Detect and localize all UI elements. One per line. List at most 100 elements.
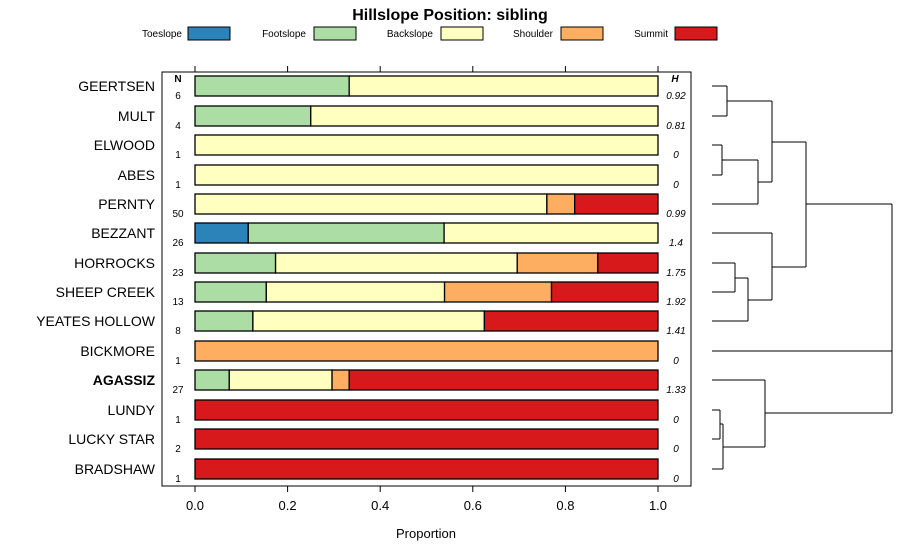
legend-swatch-footslope — [313, 26, 357, 41]
n-value: 27 — [172, 385, 184, 396]
x-tick-label: 0.2 — [279, 498, 297, 513]
h-value: 1.92 — [666, 297, 686, 308]
n-value: 1 — [175, 415, 181, 426]
h-value: 0 — [673, 444, 679, 455]
n-value: 4 — [175, 121, 181, 132]
n-value: 2 — [175, 444, 181, 455]
bar-segment-footslope — [194, 369, 230, 391]
bar-segment-summit — [483, 310, 659, 332]
legend-label-toeslope: Toeslope — [142, 29, 182, 40]
bar-segment-backslope — [274, 252, 518, 274]
bar-segment-footslope — [194, 105, 312, 127]
bar-segment-summit — [574, 193, 659, 215]
legend-label-backslope: Backslope — [387, 29, 434, 40]
row-lucky-star: LUCKY STAR 2 0 — [68, 428, 679, 455]
bar-segment-footslope — [194, 310, 254, 332]
row-geertsen: GEERTSEN 6 0.92 — [78, 75, 686, 102]
dendrogram — [712, 85, 893, 470]
x-tick-label: 1.0 — [649, 498, 667, 513]
plot-frame — [161, 71, 692, 487]
legend-swatch-toeslope — [187, 26, 231, 41]
row-label: PERNTY — [98, 196, 155, 212]
bar-segment-footslope — [247, 222, 445, 244]
h-value: 1.41 — [666, 326, 685, 337]
bar-segment-summit — [550, 281, 659, 303]
row-bradshaw: BRADSHAW 1 0 — [75, 458, 679, 485]
n-value: 1 — [175, 474, 181, 485]
x-axis: 0.0 0.2 0.4 0.6 0.8 1.0 — [186, 66, 667, 513]
row-bickmore: BICKMORE 1 0 — [80, 340, 679, 367]
bar-segment-summit — [348, 369, 659, 391]
dendrogram-branch — [712, 203, 893, 414]
legend-label-shoulder: Shoulder — [513, 29, 554, 40]
bar-segment-summit — [194, 458, 659, 480]
h-value: 0 — [673, 150, 679, 161]
row-label: BEZZANT — [91, 225, 155, 241]
chart-title: Hillslope Position: sibling — [352, 7, 548, 24]
n-value: 1 — [175, 180, 181, 191]
legend-swatch-shoulder — [560, 26, 604, 41]
bar-segment-backslope — [194, 193, 548, 215]
bar-segment-backslope — [443, 222, 659, 244]
bar-segment-shoulder — [516, 252, 599, 274]
h-value: 0 — [673, 474, 679, 485]
n-value: 13 — [172, 297, 184, 308]
dendrogram-branch — [727, 100, 773, 183]
row-pernty: PERNTY 50 0.99 — [98, 193, 686, 220]
row-yeates-hollow: YEATES HOLLOW 8 1.41 — [36, 310, 686, 337]
bar-segment-backslope — [265, 281, 446, 303]
h-value: 1.4 — [669, 238, 683, 249]
h-value: 1.75 — [666, 268, 686, 279]
bar-segment-summit — [194, 399, 659, 421]
bar-segment-footslope — [194, 281, 267, 303]
row-lundy: LUNDY 1 0 — [108, 399, 679, 426]
bar-segment-footslope — [194, 75, 350, 97]
row-label: ABES — [118, 167, 155, 183]
h-column-header: H — [671, 74, 679, 85]
legend-swatch-backslope — [440, 26, 484, 41]
n-value: 26 — [172, 238, 184, 249]
h-value: 0 — [673, 415, 679, 426]
bar-segment-shoulder — [331, 369, 350, 391]
row-label: BICKMORE — [80, 343, 155, 359]
row-label: SHEEP CREEK — [56, 284, 156, 300]
row-label: BRADSHAW — [75, 461, 156, 477]
h-value: 0.81 — [666, 121, 685, 132]
x-tick-label: 0.6 — [464, 498, 482, 513]
bar-segment-toeslope — [194, 222, 249, 244]
dendrogram-branch — [712, 409, 721, 440]
row-elwood: ELWOOD 1 0 — [94, 134, 679, 161]
dendrogram-branch — [712, 85, 728, 117]
bar-segment-summit — [597, 252, 659, 274]
bar-segment-backslope — [194, 164, 659, 186]
h-value: 0.99 — [666, 209, 686, 220]
bar-segment-shoulder — [546, 193, 576, 215]
row-label: MULT — [118, 108, 156, 124]
n-value: 1 — [175, 150, 181, 161]
row-label: LUNDY — [108, 402, 156, 418]
bar-segment-shoulder — [443, 281, 553, 303]
row-label: ELWOOD — [94, 137, 155, 153]
h-value: 0 — [673, 180, 679, 191]
n-value: 6 — [175, 91, 181, 102]
row-abes: ABES 1 0 — [118, 164, 679, 191]
row-label: HORROCKS — [74, 255, 155, 271]
bar-segment-footslope — [194, 252, 277, 274]
x-tick-label: 0.8 — [556, 498, 574, 513]
dendrogram-branch — [712, 423, 724, 470]
row-label: GEERTSEN — [78, 78, 155, 94]
dendrogram-branch — [712, 144, 723, 176]
bar-segment-backslope — [252, 310, 486, 332]
bar-segment-shoulder — [194, 340, 659, 362]
h-value: 1.33 — [666, 385, 686, 396]
x-axis-title: Proportion — [396, 526, 456, 541]
n-value: 1 — [175, 356, 181, 367]
legend-label-summit: Summit — [634, 29, 668, 40]
row-horrocks: HORROCKS 23 1.75 — [74, 252, 686, 279]
n-column-header: N — [174, 74, 181, 85]
legend-swatch-summit — [674, 26, 718, 41]
bar-segment-summit — [194, 428, 659, 450]
bar-segment-backslope — [194, 134, 659, 156]
dendrogram-branch — [772, 141, 807, 268]
n-value: 8 — [175, 326, 181, 337]
